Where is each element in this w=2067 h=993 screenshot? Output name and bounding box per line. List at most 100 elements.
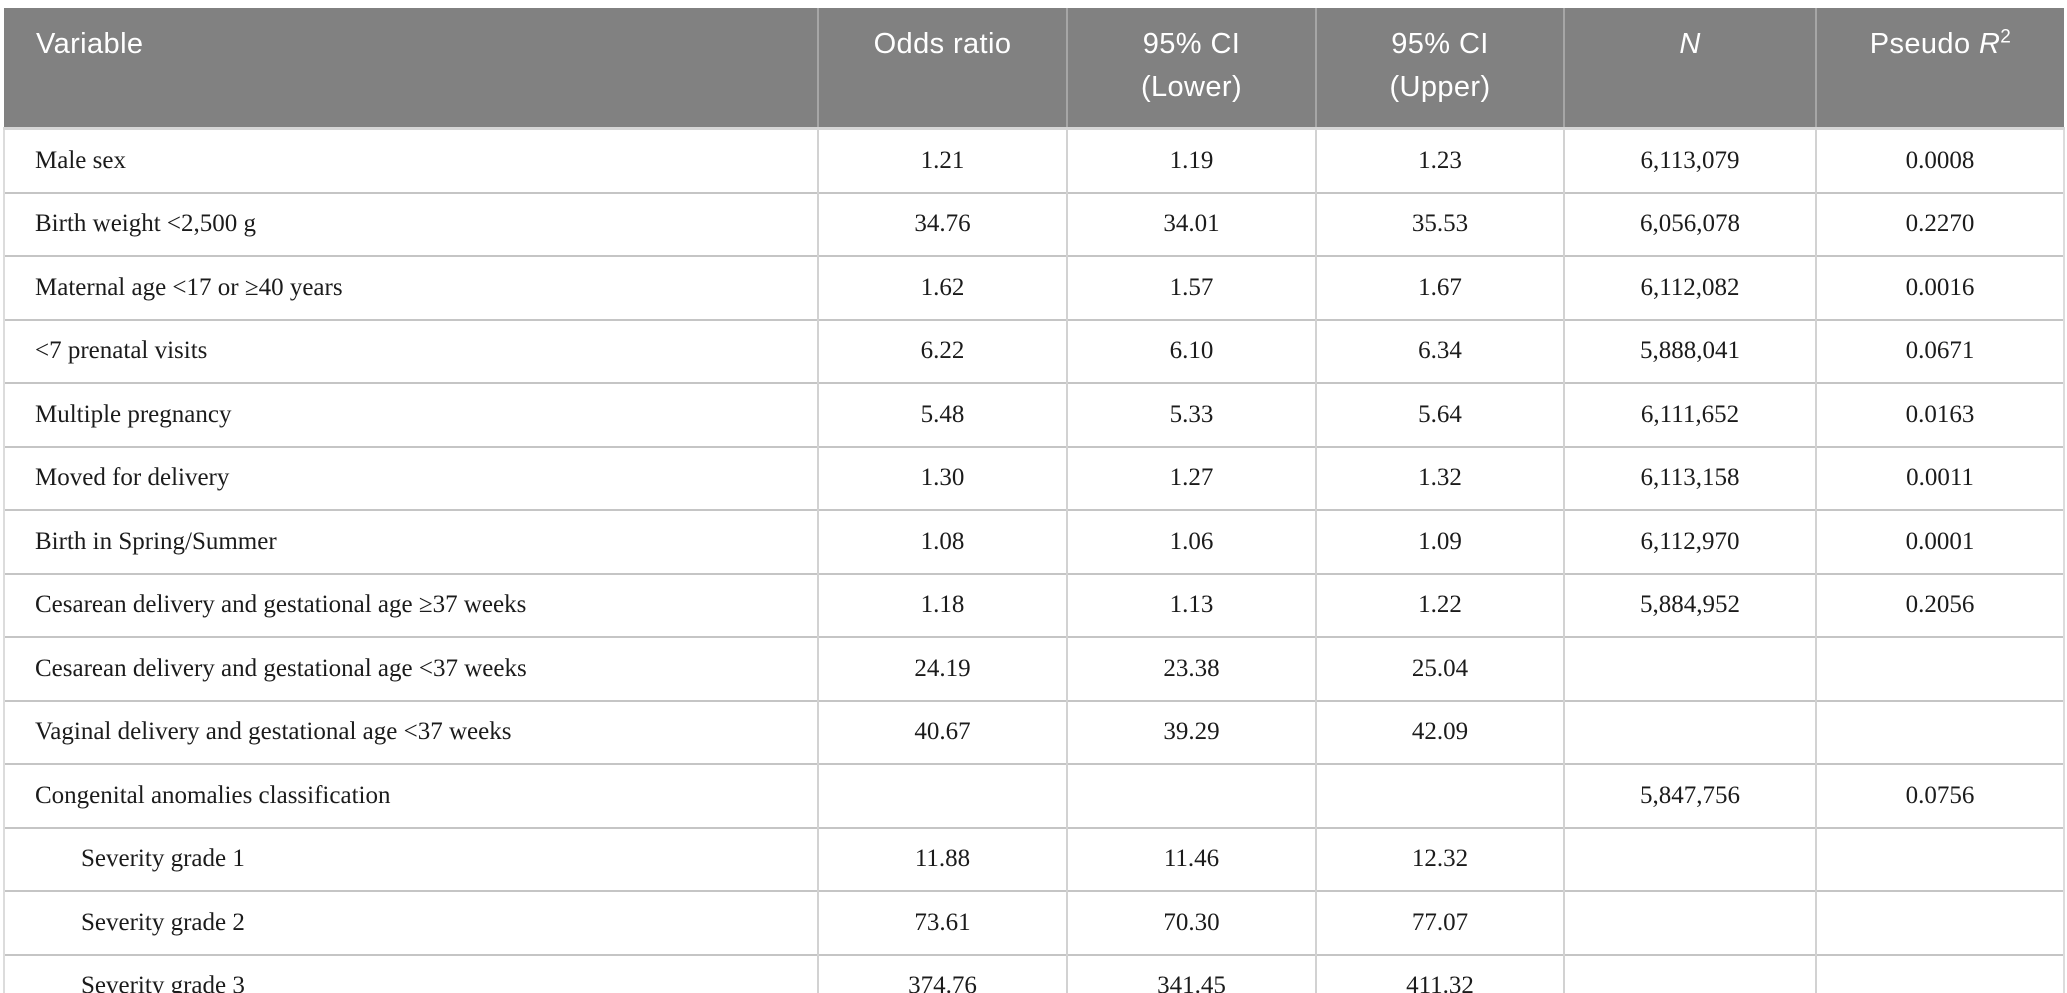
- odds-ratio-cell: 1.18: [817, 572, 1067, 637]
- table-row: Male sex 1.21 1.19 1.23 6,113,079 0.0008: [3, 128, 2065, 193]
- variable-cell: Maternal age <17 or ≥40 years: [3, 255, 818, 320]
- n-cell: 5,888,041: [1563, 318, 1816, 383]
- n-cell: 6,113,079: [1563, 128, 1816, 193]
- variable-cell: Birth in Spring/Summer: [3, 509, 818, 574]
- ci-lower-cell: 23.38: [1066, 636, 1316, 701]
- variable-cell: Birth weight <2,500 g: [3, 191, 818, 256]
- table-row: Severity grade 2 73.61 70.30 77.07: [3, 890, 2065, 955]
- table-row: Severity grade 3 374.76 341.45 411.32: [3, 953, 2065, 993]
- table-row: Vaginal delivery and gestational age <37…: [3, 699, 2065, 764]
- ci-lower-cell: 1.13: [1066, 572, 1316, 637]
- n-cell: 5,884,952: [1563, 572, 1816, 637]
- pseudo-r2-superscript: 2: [2000, 26, 2012, 48]
- pseudo-r2-cell: 0.2056: [1815, 572, 2065, 637]
- ci-lower-cell: 1.57: [1066, 255, 1316, 320]
- n-cell: [1563, 636, 1816, 701]
- pseudo-r2-cell: 0.0671: [1815, 318, 2065, 383]
- ci-upper-cell: 1.67: [1315, 255, 1564, 320]
- n-cell: 6,112,082: [1563, 255, 1816, 320]
- ci-upper-cell: 12.32: [1315, 826, 1564, 891]
- column-header-odds-ratio: Odds ratio: [817, 8, 1067, 130]
- pseudo-r2-cell: [1815, 699, 2065, 764]
- pseudo-r2-cell: [1815, 826, 2065, 891]
- odds-ratio-cell: 6.22: [817, 318, 1067, 383]
- table-row: Moved for delivery 1.30 1.27 1.32 6,113,…: [3, 445, 2065, 510]
- pseudo-r2-prefix: Pseudo: [1869, 28, 1979, 60]
- variable-cell: Male sex: [3, 128, 818, 193]
- header-row: Variable Odds ratio 95% CI (Lower) 95% C…: [4, 8, 2064, 130]
- ci-lower-cell: 34.01: [1066, 191, 1316, 256]
- ci-lower-cell: 1.19: [1066, 128, 1316, 193]
- odds-ratio-cell: 24.19: [817, 636, 1067, 701]
- variable-cell: Multiple pregnancy: [3, 382, 818, 447]
- n-cell: 6,056,078: [1563, 191, 1816, 256]
- odds-ratio-cell: 5.48: [817, 382, 1067, 447]
- ci-lower-cell: 5.33: [1066, 382, 1316, 447]
- column-header-ci-lower: 95% CI (Lower): [1066, 8, 1316, 130]
- variable-cell: Congenital anomalies classification: [3, 763, 818, 828]
- variable-cell: Severity grade 1: [3, 826, 818, 891]
- odds-ratio-table: Variable Odds ratio 95% CI (Lower) 95% C…: [3, 8, 2065, 993]
- ci-upper-cell: 42.09: [1315, 699, 1564, 764]
- ci-upper-line2: (Upper): [1389, 71, 1491, 103]
- n-cell: 5,847,756: [1563, 763, 1816, 828]
- ci-upper-cell: 77.07: [1315, 890, 1564, 955]
- pseudo-r2-cell: 0.0008: [1815, 128, 2065, 193]
- n-cell: [1563, 826, 1816, 891]
- column-header-variable: Variable: [4, 8, 818, 130]
- variable-cell: <7 prenatal visits: [3, 318, 818, 383]
- table-row: Multiple pregnancy 5.48 5.33 5.64 6,111,…: [3, 382, 2065, 447]
- ci-upper-cell: 1.23: [1315, 128, 1564, 193]
- ci-upper-cell: [1315, 763, 1564, 828]
- ci-lower-cell: 1.06: [1066, 509, 1316, 574]
- ci-lower-cell: [1066, 763, 1316, 828]
- odds-ratio-cell: 11.88: [817, 826, 1067, 891]
- ci-upper-cell: 1.22: [1315, 572, 1564, 637]
- ci-upper-cell: 6.34: [1315, 318, 1564, 383]
- table-row: Cesarean delivery and gestational age <3…: [3, 636, 2065, 701]
- odds-ratio-cell: 1.21: [817, 128, 1067, 193]
- ci-upper-cell: 35.53: [1315, 191, 1564, 256]
- pseudo-r2-cell: [1815, 890, 2065, 955]
- ci-upper-line1: 95% CI: [1391, 28, 1489, 60]
- ci-lower-cell: 11.46: [1066, 826, 1316, 891]
- odds-ratio-cell: 34.76: [817, 191, 1067, 256]
- variable-cell: Cesarean delivery and gestational age ≥3…: [3, 572, 818, 637]
- variable-cell: Moved for delivery: [3, 445, 818, 510]
- ci-upper-cell: 1.32: [1315, 445, 1564, 510]
- n-cell: [1563, 953, 1816, 993]
- variable-cell: Severity grade 2: [3, 890, 818, 955]
- ci-lower-line1: 95% CI: [1142, 28, 1241, 60]
- odds-ratio-cell: 40.67: [817, 699, 1067, 764]
- pseudo-r2-cell: [1815, 953, 2065, 993]
- odds-ratio-cell: [817, 763, 1067, 828]
- table-body: Male sex 1.21 1.19 1.23 6,113,079 0.0008…: [3, 128, 2065, 993]
- pseudo-r2-cell: [1815, 636, 2065, 701]
- pseudo-r2-cell: 0.0001: [1815, 509, 2065, 574]
- ci-upper-cell: 1.09: [1315, 509, 1564, 574]
- ci-lower-cell: 341.45: [1066, 953, 1316, 993]
- odds-ratio-cell: 1.62: [817, 255, 1067, 320]
- table-row: Cesarean delivery and gestational age ≥3…: [3, 572, 2065, 637]
- pseudo-r2-cell: 0.0163: [1815, 382, 2065, 447]
- ci-lower-cell: 1.27: [1066, 445, 1316, 510]
- odds-ratio-cell: 73.61: [817, 890, 1067, 955]
- n-cell: [1563, 890, 1816, 955]
- ci-lower-cell: 6.10: [1066, 318, 1316, 383]
- variable-cell: Cesarean delivery and gestational age <3…: [3, 636, 818, 701]
- n-cell: 6,112,970: [1563, 509, 1816, 574]
- table-row: Birth weight <2,500 g 34.76 34.01 35.53 …: [3, 191, 2065, 256]
- pseudo-r2-cell: 0.0016: [1815, 255, 2065, 320]
- column-header-n: N: [1563, 8, 1816, 130]
- pseudo-r2-cell: 0.2270: [1815, 191, 2065, 256]
- ci-lower-line2: (Lower): [1140, 71, 1243, 103]
- table-row: Congenital anomalies classification 5,84…: [3, 763, 2065, 828]
- ci-upper-cell: 25.04: [1315, 636, 1564, 701]
- ci-lower-cell: 70.30: [1066, 890, 1316, 955]
- pseudo-r2-symbol: R: [1978, 28, 2001, 60]
- ci-lower-cell: 39.29: [1066, 699, 1316, 764]
- column-header-pseudo-r2: Pseudo R2: [1815, 8, 2064, 130]
- odds-ratio-cell: 1.30: [817, 445, 1067, 510]
- table-row: Severity grade 1 11.88 11.46 12.32: [3, 826, 2065, 891]
